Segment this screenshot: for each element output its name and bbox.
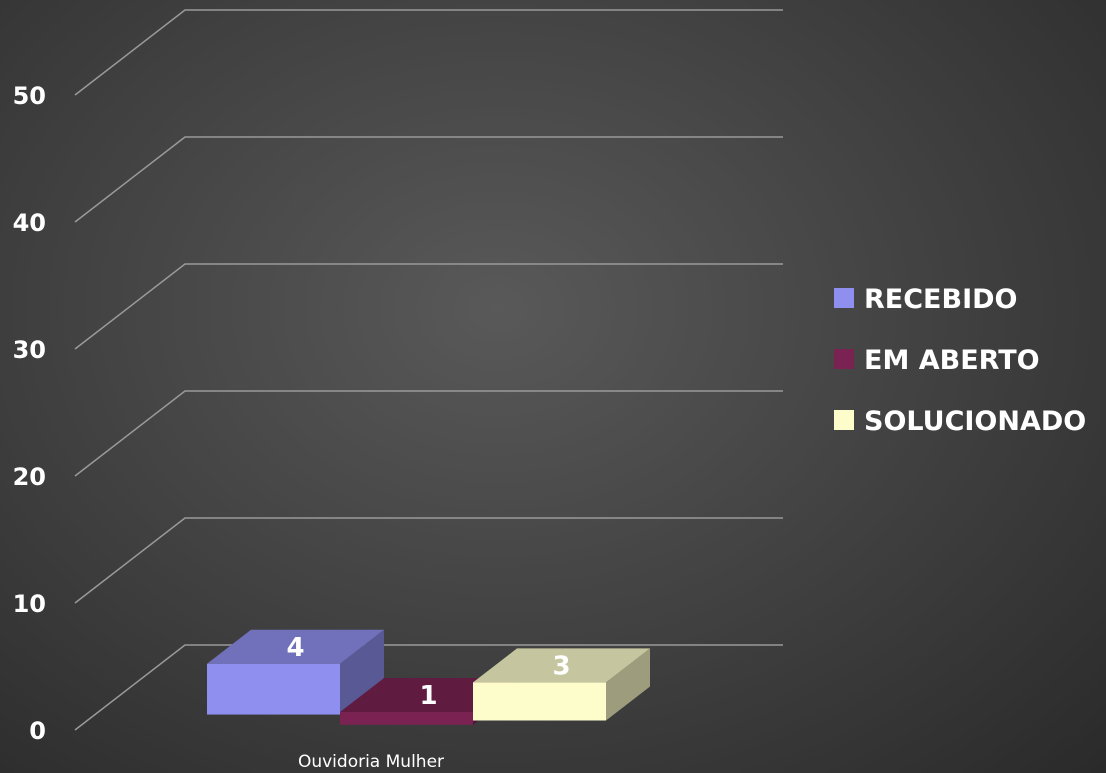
bar-side [340, 629, 384, 715]
y-tick-label: 10 [13, 590, 46, 618]
legend: RECEBIDO EM ABERTO SOLUCIONADO [834, 284, 1086, 437]
gridline [74, 517, 783, 604]
data-label: 4 [286, 633, 304, 663]
y-tick-label: 40 [13, 209, 46, 237]
gridline [74, 263, 783, 350]
legend-item: RECEBIDO [834, 284, 1017, 315]
bar-top [340, 678, 517, 713]
gridline [74, 9, 783, 96]
data-label: 3 [552, 651, 570, 681]
gridlines [74, 9, 783, 731]
bars [207, 629, 650, 725]
y-tick-label: 50 [13, 82, 46, 110]
bar-side [606, 648, 650, 721]
legend-swatch [834, 349, 854, 369]
bar-solucionado [473, 648, 650, 721]
legend-label: EM ABERTO [864, 345, 1040, 376]
gridline [74, 644, 783, 731]
y-tick-label: 30 [13, 336, 46, 364]
gridline [74, 390, 783, 477]
bar-front [340, 712, 473, 725]
legend-item: EM ABERTO [834, 345, 1040, 376]
legend-label: SOLUCIONADO [864, 406, 1086, 437]
legend-swatch [834, 288, 854, 308]
y-tick-label: 20 [13, 463, 46, 491]
y-axis-ticks: 0 10 20 30 40 50 [13, 82, 46, 745]
legend-swatch [834, 410, 854, 430]
category-label: Ouvidoria Mulher [298, 752, 444, 772]
bar-top [473, 648, 650, 683]
data-labels: 4 1 3 [286, 633, 570, 711]
bar-front [207, 663, 340, 715]
category-labels: Ouvidoria Mulher [298, 752, 444, 772]
legend-label: RECEBIDO [864, 284, 1017, 315]
legend-item: SOLUCIONADO [834, 406, 1086, 437]
gridline [74, 136, 783, 223]
bar-top [207, 629, 384, 664]
y-tick-label: 0 [29, 717, 46, 745]
data-label: 1 [419, 681, 437, 711]
bar-recebido [207, 629, 384, 715]
bar-front [473, 682, 606, 721]
